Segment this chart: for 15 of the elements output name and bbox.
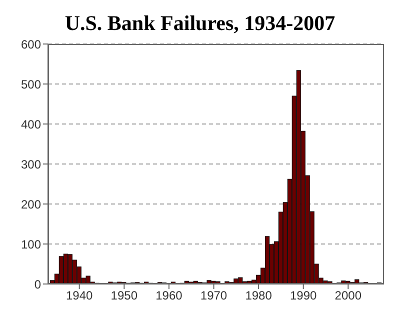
y-tick-label: 200 bbox=[20, 197, 42, 212]
y-tick-label: 300 bbox=[20, 157, 42, 172]
x-tick-label: 1990 bbox=[290, 288, 318, 303]
y-tick-label: 0 bbox=[34, 277, 42, 292]
y-tick-label: 500 bbox=[20, 77, 42, 92]
x-tick-label: 1960 bbox=[156, 288, 183, 303]
x-tick-label: 1980 bbox=[245, 288, 272, 303]
x-tick-label: 1940 bbox=[66, 288, 94, 303]
chart-title: U.S. Bank Failures, 1934-2007 bbox=[64, 10, 336, 37]
y-tick-label: 400 bbox=[20, 117, 42, 132]
y-tick-label: 100 bbox=[20, 237, 42, 252]
y-tick-label: 600 bbox=[20, 37, 42, 52]
x-tick-label: 1970 bbox=[200, 288, 228, 303]
x-tick-label: 2000 bbox=[334, 288, 362, 303]
x-tick-label: 1950 bbox=[110, 288, 138, 303]
